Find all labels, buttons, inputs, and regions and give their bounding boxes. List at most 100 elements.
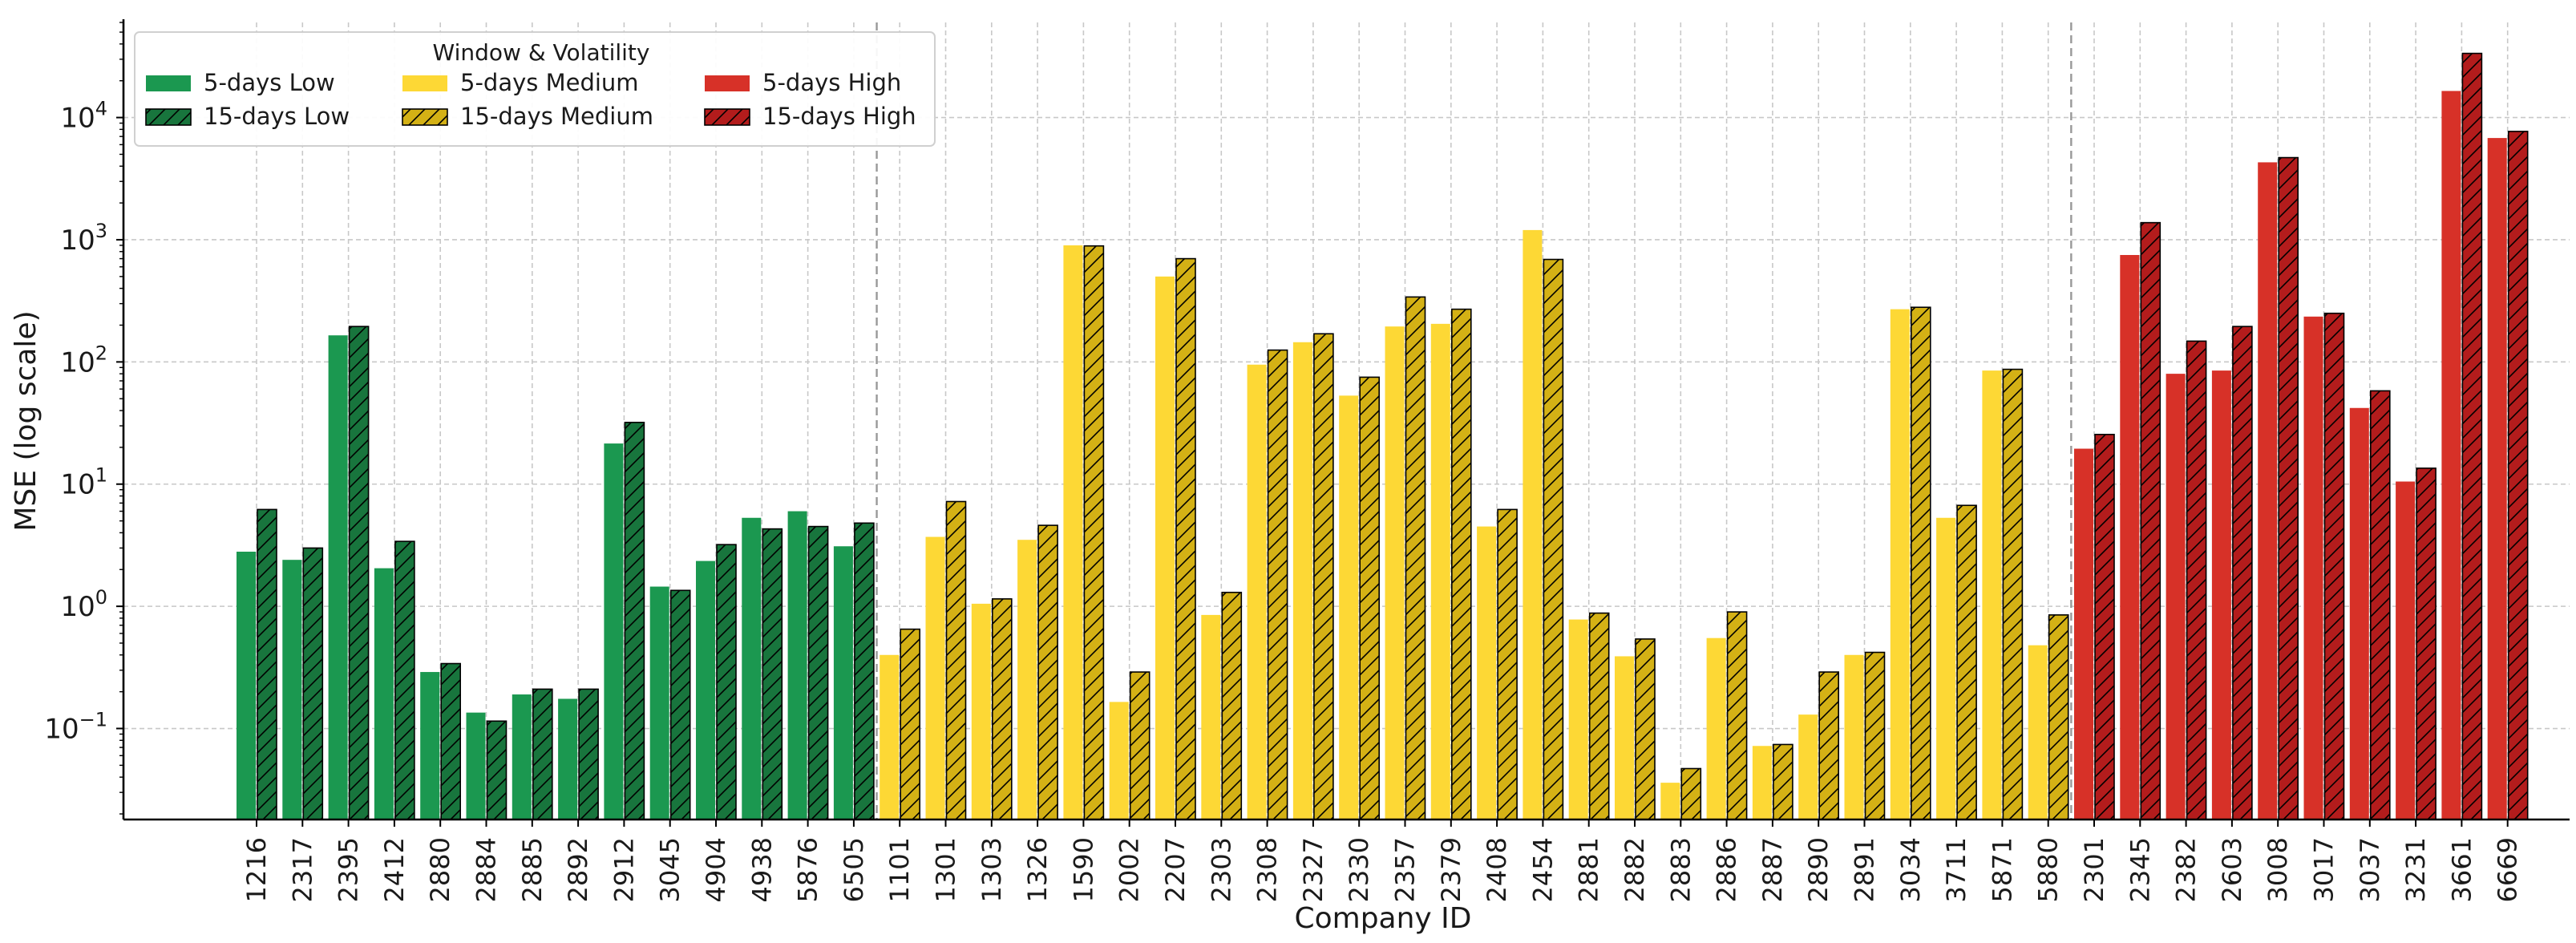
bar-15-days-hatch [2278,156,2299,820]
y-tick-label: 103 [60,220,107,257]
bar-5-days [1982,370,2002,820]
x-tick-label: 2301 [2079,837,2109,902]
x-tick-label: 4904 [701,837,731,902]
legend-swatch-hatch [704,108,750,126]
bar-5-days [833,546,853,820]
bar-15-days-hatch [1359,376,1380,820]
bar-5-days [1385,326,1405,820]
bar-5-days [925,536,945,820]
bar-15-days-hatch [1129,671,1151,820]
x-tick-label: 5876 [793,837,823,902]
y-tick-label: 102 [60,342,107,378]
legend-label: 5-days Low [204,69,335,96]
legend: Window & Volatility 5-days Low 15-days Low… [134,31,936,147]
y-ticks: 10−1 100 101 102 103 104 [44,22,123,815]
bar-15-days-hatch [257,508,277,820]
bar-15-days-hatch [992,598,1013,820]
bar-5-days [1247,364,1267,820]
bar-5-days [2396,481,2416,820]
x-tick-label: 5880 [2033,837,2064,902]
bar-5-days [742,517,762,820]
bar-5-days [2211,370,2231,820]
bar-15-days-hatch [1773,743,1793,820]
bar-15-days-hatch [348,326,370,820]
bar-5-days [604,443,624,820]
bar-5-days [420,672,440,820]
bar-15-days-hatch [2186,340,2207,820]
bar-5-days [1890,309,1910,820]
bar-5-days [1339,395,1359,820]
bar-15-days-hatch [2094,433,2115,820]
bar-15-days-hatch [1543,258,1564,820]
x-tick-label: 2330 [1344,837,1374,902]
x-tick-label: 2317 [287,837,317,902]
bar-15-days-hatch [1818,671,1839,820]
bar-15-days-hatch [1175,257,1196,820]
bar-5-days [1201,614,1221,820]
bar-5-days [1477,526,1497,820]
bar-5-days [558,698,578,820]
x-tick-label: 3034 [1895,837,1926,902]
bar-5-days [880,654,900,820]
bar-5-days [1292,342,1312,820]
y-tick-label: 101 [60,464,107,501]
bar-5-days [1109,702,1129,820]
bar-5-days [2303,316,2323,820]
x-ticks: 1216 2317 2395 2412 2880 2884 2885 2892 2912 3045… [241,820,2523,902]
bar-15-days-hatch [2370,390,2391,820]
bar-15-days-hatch [762,528,783,820]
bar-15-days-hatch [624,421,645,820]
x-tick-label: 2308 [1252,837,1283,902]
x-tick-label: 4938 [746,837,777,902]
x-tick-label: 2603 [2217,837,2247,902]
x-tick-label: 2885 [517,837,548,902]
legend-label: 5-days High [762,69,901,96]
bar-15-days-hatch [2507,131,2529,820]
y-tick-label: 10−1 [44,709,107,746]
bar-5-days [328,335,348,820]
group-separators [876,22,2073,820]
bar-15-days-hatch [807,525,829,820]
x-tick-label: 6669 [2493,837,2523,902]
bar-15-days-hatch [2140,221,2161,820]
bar-15-days-hatch [1221,591,1243,820]
x-tick-label: 2886 [1712,837,1742,902]
grid [123,22,2570,820]
bar-15-days-hatch [532,688,553,820]
x-tick-label: 2382 [2171,837,2202,902]
bar-5-days [1752,746,1772,820]
bar-5-days [2487,138,2507,820]
bar-15-days-hatch [1864,651,1886,820]
x-tick-label: 2912 [609,837,639,902]
legend-label: 15-days High [762,103,916,130]
bar-5-days [649,586,669,820]
x-tick-label: 3037 [2355,837,2385,902]
bar-5-days [1936,517,1956,820]
bar-15-days-hatch [2323,312,2345,820]
bar-5-days [2441,91,2461,820]
x-tick-label: 1301 [931,837,961,902]
x-tick-label: 6505 [839,837,869,902]
bar-15-days-hatch [486,720,508,820]
x-tick-label: 2345 [2125,837,2155,902]
bar-5-days [1660,783,1680,820]
bar-15-days-hatch [2002,368,2024,820]
bar-15-days-hatch [1405,296,1426,820]
x-tick-label: 2887 [1757,837,1788,902]
bar-15-days-hatch [2232,326,2253,820]
x-tick-label: 2892 [563,837,593,902]
y-tick-label: 100 [60,586,107,623]
axes [122,19,2570,821]
legend-label: 15-days Medium [460,103,653,130]
x-tick-label: 2880 [425,837,455,902]
x-tick-label: 2002 [1114,837,1145,902]
bar-15-days-hatch [302,547,324,820]
bar-15-days-hatch [669,589,691,820]
legend-swatch [705,75,750,91]
bar-15-days-hatch [2416,467,2436,820]
bar-15-days-hatch [1956,504,1977,820]
bar-15-days-hatch [440,662,462,820]
x-tick-label: 3661 [2446,837,2477,902]
y-axis-title: MSE (log scale) [10,310,42,531]
x-tick-label: 3008 [2263,837,2293,902]
